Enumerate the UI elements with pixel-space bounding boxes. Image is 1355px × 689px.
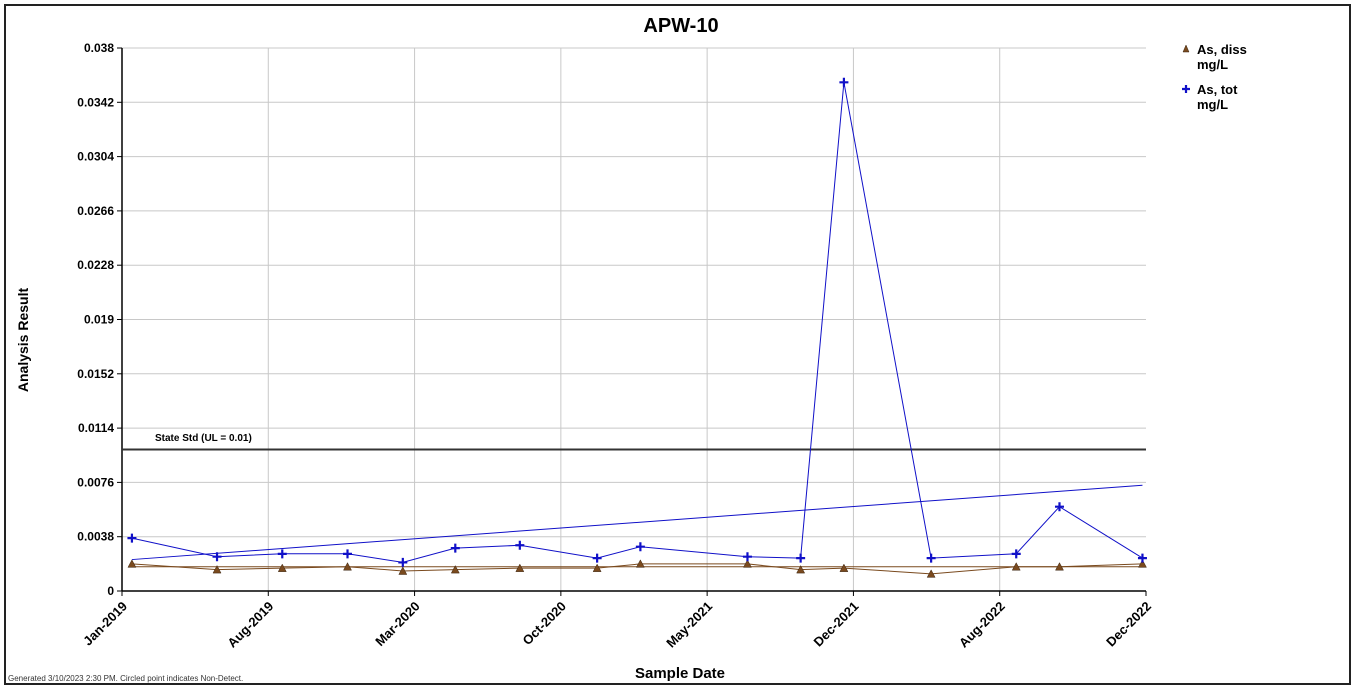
data-point-triangle bbox=[1138, 559, 1147, 568]
series-group bbox=[127, 77, 1147, 578]
legend-item-as-diss: As, diss mg/L bbox=[1182, 42, 1247, 72]
y-tick-label: 0.038 bbox=[84, 41, 114, 55]
data-point-triangle bbox=[796, 565, 806, 574]
y-tick-label: 0.0304 bbox=[77, 150, 114, 164]
x-tick-label: Dec-2022 bbox=[1103, 599, 1154, 650]
y-tick-label: 0.0038 bbox=[77, 530, 114, 544]
y-tick-label: 0.0076 bbox=[77, 475, 114, 489]
data-point-plus bbox=[926, 553, 936, 563]
data-point-triangle bbox=[398, 566, 408, 575]
legend-label-as-tot-1: As, tot bbox=[1197, 82, 1238, 97]
data-point-plus bbox=[839, 77, 849, 87]
y-tick-label: 0.019 bbox=[84, 313, 114, 327]
trend-line-as-tot bbox=[131, 484, 1143, 561]
y-tick-label: 0 bbox=[107, 584, 114, 598]
legend-label-as-diss-1: As, diss bbox=[1197, 42, 1247, 57]
data-point-plus bbox=[515, 540, 525, 550]
x-tick-label: Aug-2019 bbox=[224, 599, 276, 651]
legend-plus-marker bbox=[1182, 85, 1190, 93]
data-point-triangle bbox=[277, 563, 287, 572]
legend-triangle-marker bbox=[1182, 44, 1190, 53]
chart-title: APW-10 bbox=[643, 15, 718, 37]
data-point-plus bbox=[592, 553, 602, 563]
data-point-triangle bbox=[127, 559, 137, 568]
legend-item-as-tot: As, tot mg/L bbox=[1182, 82, 1238, 112]
legend: As, diss mg/L As, tot mg/L bbox=[1182, 42, 1247, 112]
x-axis-label: Sample Date bbox=[635, 665, 725, 682]
reference-line-label: State Std (UL = 0.01) bbox=[155, 433, 252, 444]
data-point-triangle bbox=[515, 563, 525, 572]
legend-label-as-tot-2: mg/L bbox=[1197, 97, 1228, 112]
y-tick-label: 0.0342 bbox=[77, 95, 114, 109]
data-point-plus bbox=[1011, 549, 1021, 559]
data-point-plus bbox=[212, 552, 222, 562]
data-point-triangle bbox=[839, 563, 849, 572]
data-point-plus bbox=[277, 549, 287, 559]
data-point-plus bbox=[343, 549, 353, 559]
data-point-plus bbox=[398, 557, 408, 567]
data-point-triangle bbox=[635, 559, 645, 568]
y-axis-label: Analysis Result bbox=[15, 288, 31, 393]
data-point-plus bbox=[635, 542, 645, 552]
data-point-triangle bbox=[1055, 562, 1064, 571]
data-point-triangle bbox=[592, 563, 602, 572]
data-point-plus bbox=[796, 553, 806, 563]
y-tick-label: 0.0266 bbox=[77, 204, 114, 218]
data-point-plus bbox=[1137, 553, 1147, 563]
legend-label-as-diss-2: mg/L bbox=[1197, 57, 1228, 72]
x-tick-label: Mar-2020 bbox=[372, 599, 422, 649]
x-tick-label: Dec-2021 bbox=[811, 599, 862, 650]
data-point-triangle bbox=[343, 562, 352, 571]
series-line-as-tot bbox=[131, 82, 1143, 563]
data-point-plus bbox=[450, 543, 460, 553]
y-tick-label: 0.0114 bbox=[78, 421, 114, 435]
y-tick-label: 0.0228 bbox=[77, 258, 114, 272]
series-line-as-diss bbox=[131, 563, 1143, 575]
data-point-triangle bbox=[926, 569, 936, 578]
data-point-plus bbox=[742, 552, 752, 562]
axes bbox=[117, 47, 1147, 596]
data-point-triangle bbox=[1011, 562, 1021, 571]
data-point-plus bbox=[1054, 502, 1064, 512]
x-tick-label: Oct-2020 bbox=[520, 599, 569, 648]
data-point-triangle bbox=[743, 559, 752, 568]
footer-note: Generated 3/10/2023 2:30 PM. Circled poi… bbox=[8, 674, 244, 683]
y-tick-label: 0.0152 bbox=[77, 367, 114, 381]
data-point-plus bbox=[127, 533, 137, 543]
x-tick-label: Aug-2022 bbox=[956, 599, 1008, 651]
grid-lines bbox=[122, 47, 1146, 591]
data-point-triangle bbox=[450, 565, 460, 574]
data-point-triangle bbox=[212, 565, 222, 574]
x-tick-label: Jan-2019 bbox=[80, 599, 130, 649]
x-tick-label: May-2021 bbox=[663, 599, 715, 651]
